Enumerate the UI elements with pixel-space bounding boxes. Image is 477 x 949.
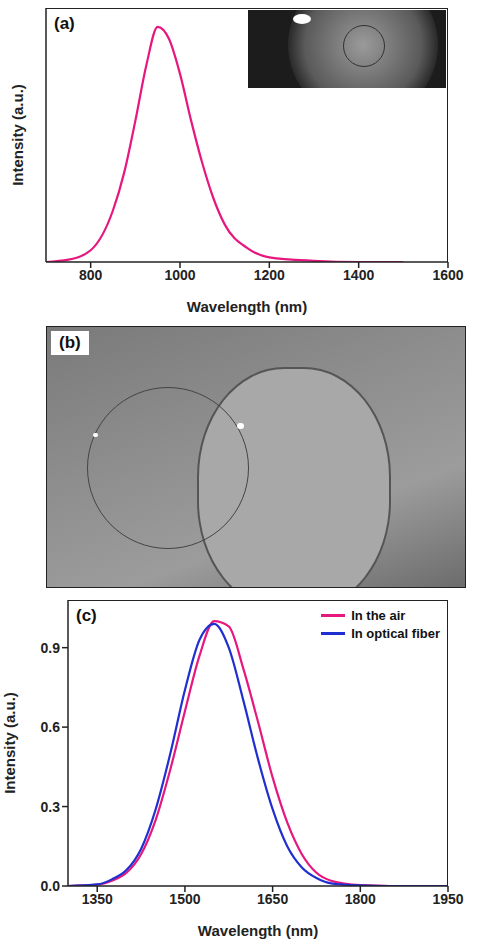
html-text:(b): (b) (59, 333, 81, 352)
svg-text:1950: 1950 (432, 891, 463, 907)
svg-text:0.9: 0.9 (41, 640, 61, 656)
svg-text:800: 800 (79, 267, 103, 283)
svg-text:1500: 1500 (169, 891, 200, 907)
svg-text:Wavelength (nm): Wavelength (nm) (187, 298, 307, 315)
html-text:In the air: In the air (351, 608, 406, 623)
svg-text:1000: 1000 (164, 267, 195, 283)
svg-text:1350: 1350 (82, 891, 113, 907)
svg-text:0.6: 0.6 (41, 719, 61, 735)
svg-text:Wavelength (nm): Wavelength (nm) (198, 922, 318, 939)
svg-text:0.3: 0.3 (41, 799, 61, 815)
html-text:In optical fiber: In optical fiber (351, 626, 440, 641)
html-text:(a): (a) (54, 14, 75, 33)
svg-text:0.0: 0.0 (41, 878, 61, 894)
svg-text:Intensity (a.u.): Intensity (a.u.) (9, 84, 26, 186)
svg-text:Intensity (a.u.): Intensity (a.u.) (1, 692, 18, 794)
svg-text:1400: 1400 (343, 267, 374, 283)
svg-text:1800: 1800 (345, 891, 376, 907)
svg-text:1650: 1650 (257, 891, 288, 907)
svg-text:1600: 1600 (432, 267, 463, 283)
svg-text:1200: 1200 (254, 267, 285, 283)
html-text:(c): (c) (76, 606, 97, 625)
